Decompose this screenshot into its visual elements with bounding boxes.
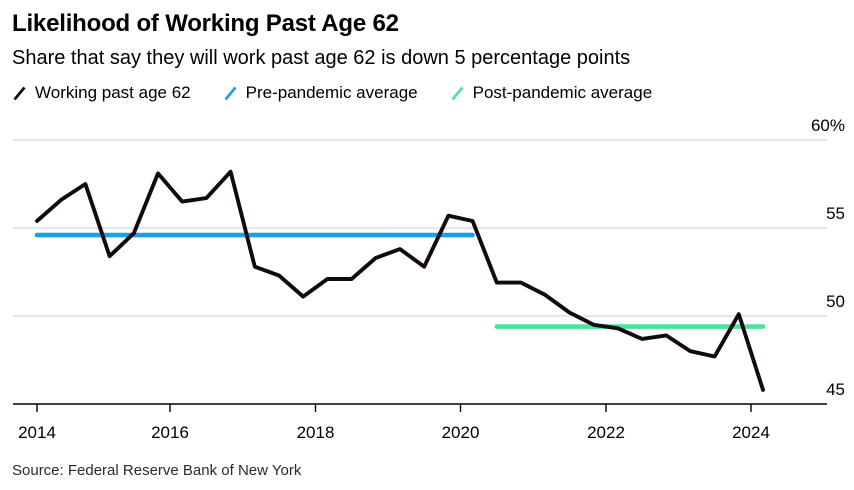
y-axis-label: 55 <box>826 204 845 223</box>
x-axis-label: 2016 <box>151 423 189 442</box>
legend-slash-icon <box>224 86 237 100</box>
series-working-past-age-62 <box>35 169 765 392</box>
x-axis-label: 2022 <box>587 423 625 442</box>
y-axis-label: 45 <box>826 380 845 399</box>
y-axis-label: 60% <box>811 116 845 135</box>
y-axis-label: 50 <box>826 292 845 311</box>
source-note: Source: Federal Reserve Bank of New York <box>12 462 302 479</box>
x-axis-label: 2020 <box>442 423 480 442</box>
chart-title: Likelihood of Working Past Age 62 <box>12 10 399 37</box>
line-chart: 45 50 55 60% 2014 2016 2018 2020 2022 2024 <box>13 116 845 442</box>
legend-item-label: Working past age 62 <box>35 83 191 102</box>
legend-item-post-pandemic-average: Post-pandemic average <box>450 83 653 103</box>
chart-header: Likelihood of Working Past Age 62 Share … <box>0 0 854 103</box>
x-axis-label: 2018 <box>297 423 335 442</box>
legend-item-label: Pre-pandemic average <box>245 83 418 102</box>
legend-item-working-past-age-62: Working past age 62 <box>12 83 191 103</box>
legend-item-label: Post-pandemic average <box>472 83 653 102</box>
x-axis-label: 2014 <box>18 423 56 442</box>
x-axis-label: 2024 <box>732 423 770 442</box>
legend: Working past age 62 Pre-pandemic average P… <box>12 83 842 103</box>
legend-item-pre-pandemic-average: Pre-pandemic average <box>223 83 418 103</box>
legend-slash-icon <box>13 86 26 100</box>
legend-slash-icon <box>451 86 464 100</box>
chart-subtitle: Share that say they will work past age 6… <box>12 47 631 69</box>
